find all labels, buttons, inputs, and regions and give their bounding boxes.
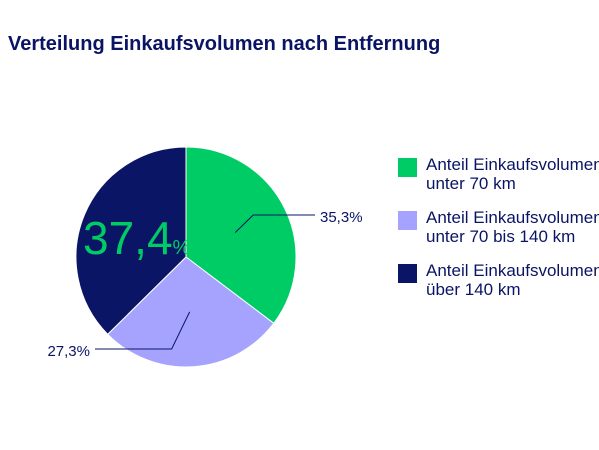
data-label-under-70: 35,3%: [320, 209, 363, 226]
legend-label: Anteil Einkaufsvolumen unter 70 km: [426, 155, 599, 193]
legend: Anteil Einkaufsvolumen unter 70 km Antei…: [398, 155, 599, 314]
leader-line-70-to-140: [95, 311, 191, 350]
pie-slice-70-to-140: [107, 256, 275, 368]
legend-item-70-to-140: Anteil Einkaufsvolumen unter 70 bis 140 …: [398, 208, 599, 246]
legend-item-under-70: Anteil Einkaufsvolumen unter 70 km: [398, 155, 599, 193]
chart-title: Verteilung Einkaufsvolumen nach Entfernu…: [8, 33, 441, 55]
legend-swatch-lavender: [398, 211, 417, 230]
pie-slice-over-140: [75, 146, 187, 335]
data-label-70-to-140: 27,3%: [47, 343, 90, 360]
legend-swatch-green: [398, 158, 417, 177]
leader-line-under-70: [234, 214, 315, 233]
legend-label: Anteil Einkaufsvolumen über 140 km: [426, 261, 599, 299]
legend-swatch-navy: [398, 264, 417, 283]
legend-item-over-140: Anteil Einkaufsvolumen über 140 km: [398, 261, 599, 299]
pie-slice-under-70: [185, 146, 297, 325]
legend-label: Anteil Einkaufsvolumen unter 70 bis 140 …: [426, 208, 599, 246]
